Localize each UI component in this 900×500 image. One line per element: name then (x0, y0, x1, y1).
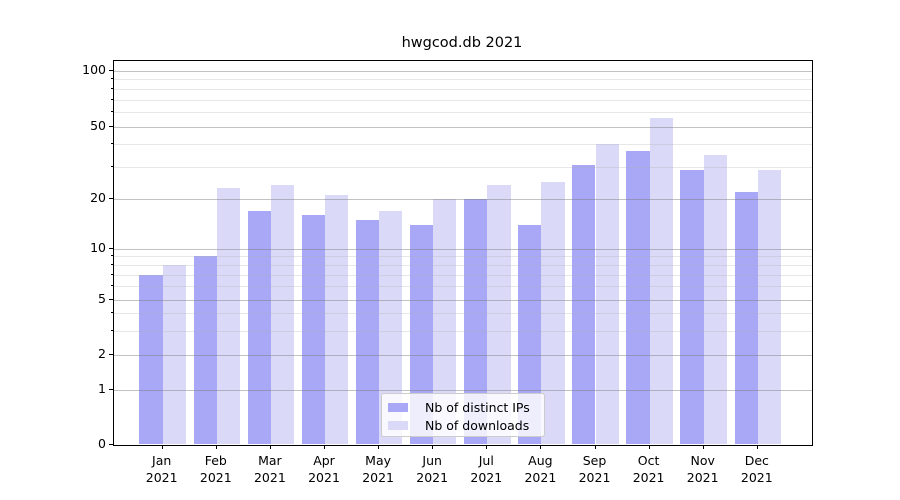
xtick-mark-sep (594, 445, 596, 449)
xtick-label-oct: Oct 2021 (632, 453, 665, 485)
xtick-label-may: May 2021 (362, 453, 394, 485)
legend-label-downloads: Nb of downloads (425, 418, 530, 433)
xtick-mark-oct (648, 445, 650, 449)
ytick-minor-mark-4 (111, 312, 113, 314)
legend-swatch-distinct-ips (388, 403, 408, 412)
ytick-label-2: 2 (98, 346, 106, 362)
bar-may-ips (355, 219, 380, 445)
bar-jun-ips (409, 224, 434, 445)
xtick-label-mar: Mar 2021 (253, 453, 286, 485)
ytick-label-5: 5 (98, 290, 106, 306)
bar-jan-ips (139, 274, 163, 445)
xtick-mark-nov (702, 445, 704, 449)
xtick-label-nov: Nov 2021 (686, 453, 719, 485)
ytick-minor-mark-3 (111, 329, 113, 331)
bar-jul-downloads (487, 184, 511, 445)
xtick-label-jan: Jan 2021 (145, 453, 178, 485)
xtick-mark-may (378, 445, 380, 449)
bars-layer (114, 61, 812, 445)
ytick-minor-mark-8 (111, 264, 113, 266)
xtick-label-jul: Jul 2021 (470, 453, 503, 485)
bar-feb-ips (193, 256, 217, 445)
bar-aug-ips (518, 224, 542, 445)
legend: Nb of distinct IPs Nb of downloads (381, 393, 545, 437)
xtick-mark-dec (756, 445, 758, 449)
bar-sep-ips (572, 164, 596, 445)
bar-oct-downloads (649, 117, 673, 445)
ytick-minor-mark-30 (111, 166, 113, 168)
ytick-minor-mark-70 (111, 98, 113, 100)
ytick-label-100: 100 (82, 62, 106, 77)
ytick-minor-mark-40 (111, 143, 113, 145)
ytick-mark-50 (109, 125, 113, 127)
bar-sep-downloads (595, 144, 619, 445)
xtick-label-dec: Dec 2021 (740, 453, 773, 485)
ytick-minor-mark-9 (111, 255, 113, 257)
legend-row-distinct-ips: Nb of distinct IPs (382, 399, 530, 416)
ytick-minor-mark-80 (111, 87, 113, 89)
xtick-label-apr: Apr 2021 (308, 453, 340, 485)
bar-mar-ips (247, 210, 271, 445)
legend-row-downloads: Nb of downloads (382, 417, 529, 434)
legend-label-distinct-ips: Nb of distinct IPs (425, 400, 530, 415)
ytick-mark-10 (109, 247, 113, 249)
ytick-mark-1 (109, 388, 113, 390)
xtick-mark-jul (486, 445, 488, 449)
xtick-mark-aug (540, 445, 542, 449)
bar-may-downloads (379, 210, 403, 445)
bar-jul-ips (464, 199, 488, 445)
ytick-mark-5 (109, 298, 113, 300)
ytick-mark-20 (109, 198, 113, 200)
bar-jun-downloads (433, 199, 457, 445)
xtick-mark-jun (432, 445, 434, 449)
ytick-minor-mark-6 (111, 285, 113, 287)
ytick-mark-2 (109, 354, 113, 356)
ytick-mark-0 (109, 443, 113, 445)
bar-jan-downloads (162, 265, 186, 445)
ytick-mark-100 (109, 70, 113, 71)
ytick-label-20: 20 (90, 190, 106, 206)
bar-apr-ips (301, 215, 325, 445)
bar-dec-downloads (757, 169, 782, 445)
bar-aug-downloads (541, 181, 565, 445)
plot-area: Nb of distinct IPs Nb of downloads (113, 60, 813, 446)
xtick-mark-apr (324, 445, 325, 449)
bar-nov-ips (680, 169, 704, 445)
legend-swatch-downloads (388, 421, 408, 430)
ytick-label-50: 50 (90, 117, 106, 133)
bar-feb-downloads (216, 188, 241, 445)
xtick-label-aug: Aug 2021 (524, 453, 557, 485)
xtick-mark-feb (215, 445, 217, 449)
bar-apr-downloads (325, 195, 349, 445)
ytick-label-10: 10 (90, 239, 106, 255)
xtick-label-jun: Jun 2021 (416, 453, 449, 485)
xtick-mark-jan (161, 445, 163, 449)
ytick-label-1: 1 (98, 380, 106, 396)
xtick-label-feb: Feb 2021 (199, 453, 232, 485)
xtick-mark-mar (269, 445, 271, 449)
bar-dec-ips (734, 191, 758, 445)
xtick-label-sep: Sep 2021 (578, 453, 611, 485)
ytick-label-0: 0 (98, 435, 106, 451)
bar-oct-ips (626, 150, 650, 445)
ytick-minor-mark-7 (111, 273, 113, 275)
ytick-minor-mark-60 (111, 111, 113, 113)
ytick-minor-mark-90 (111, 78, 113, 80)
bar-mar-downloads (270, 184, 295, 445)
chart-title: hwgcod.db 2021 (401, 35, 523, 51)
bar-nov-downloads (703, 154, 727, 445)
